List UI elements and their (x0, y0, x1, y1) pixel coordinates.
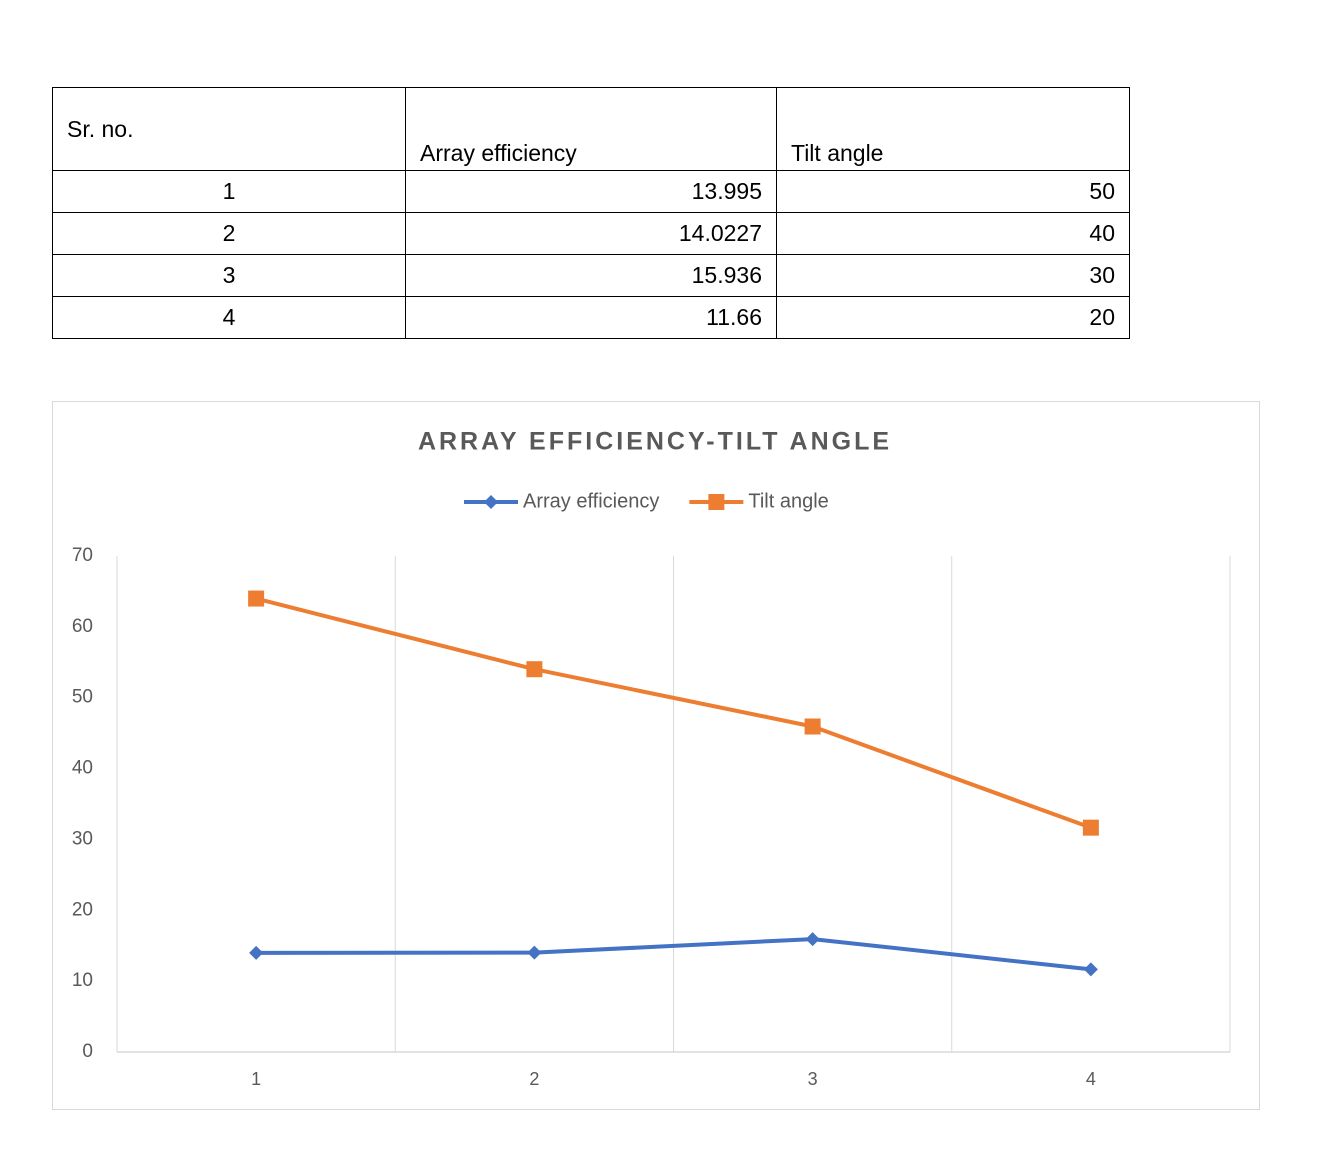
series-line (256, 937, 1092, 972)
x-tick-label: 3 (808, 1069, 818, 1089)
header-row: Sr. no. Array efficiency Tilt angle (52, 87, 1130, 171)
chart-title: ARRAY EFFICIENCY-TILT ANGLE (418, 428, 892, 456)
table-cell: 2 (52, 212, 406, 255)
x-tick-label: 1 (251, 1069, 261, 1089)
legend-label: Array efficiency (523, 490, 659, 512)
x-tick-label: 2 (529, 1069, 539, 1089)
data-point (805, 932, 820, 947)
table-cell: 11.66 (405, 296, 777, 339)
table-cell: 4 (52, 296, 406, 339)
y-tick-label: 50 (72, 687, 93, 708)
data-point (804, 718, 821, 735)
data-point (526, 661, 543, 678)
legend-label: Tilt angle (748, 490, 828, 512)
table-cell: 20 (776, 296, 1130, 339)
y-tick-label: 60 (72, 616, 93, 637)
data-point (1082, 819, 1099, 836)
y-tick-label: 70 (72, 545, 93, 566)
y-tick-label: 20 (72, 899, 93, 920)
data-point (527, 945, 542, 960)
header-cell: Sr. no. (52, 87, 406, 171)
chart-frame (52, 401, 1260, 1110)
table-cell: 40 (776, 212, 1130, 255)
header-cell: Array efficiency (405, 87, 777, 171)
series-line (255, 596, 1092, 830)
data-point (1083, 962, 1098, 977)
data-point (248, 590, 265, 607)
table-row: 4 11.66 20 (52, 296, 1130, 339)
table-cell: 50 (776, 170, 1130, 213)
table-row: 2 14.0227 40 (52, 212, 1130, 255)
y-tick-label: 10 (72, 970, 93, 991)
y-tick-label: 0 (82, 1041, 93, 1062)
legend-marker (708, 494, 725, 510)
legend-marker (484, 495, 498, 509)
table-cell: 30 (776, 254, 1130, 297)
y-tick-label: 30 (72, 828, 93, 849)
data-table: Sr. no. Array efficiency Tilt angle 1 13.995… (52, 87, 1130, 339)
header-cell: Tilt angle (776, 87, 1130, 171)
y-tick-label: 40 (72, 758, 93, 779)
data-point (249, 945, 264, 960)
x-tick-label: 4 (1086, 1069, 1096, 1089)
